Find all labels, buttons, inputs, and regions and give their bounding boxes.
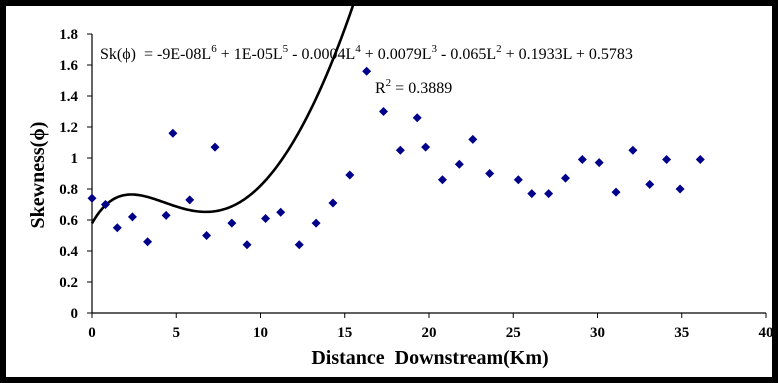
- data-point: [87, 193, 97, 203]
- data-point: [577, 155, 587, 165]
- eq-exp5: 2: [496, 43, 502, 55]
- data-point: [362, 66, 372, 76]
- data-point: [328, 198, 338, 208]
- eq-t4: + 0.0079L: [361, 46, 432, 63]
- x-tick-label: 5: [173, 325, 181, 341]
- y-tick-label: 1.4: [59, 89, 78, 105]
- x-tick-label: 25: [506, 325, 521, 341]
- data-point: [662, 155, 672, 165]
- y-tick-label: 1: [71, 151, 79, 167]
- y-tick-label: 0.4: [59, 244, 78, 260]
- x-tick-label: 35: [674, 325, 689, 341]
- data-point: [127, 212, 137, 222]
- data-point: [594, 158, 604, 168]
- r2-exp: 2: [386, 77, 392, 89]
- trendline-equation: Sk(ϕ) = -9E-08L6 + 1E-05L5 - 0.0004L4 + …: [100, 43, 633, 63]
- data-point: [437, 175, 447, 185]
- x-tick-label: 40: [759, 325, 774, 341]
- y-tick-label: 1.8: [59, 27, 78, 43]
- eq-t2: + 1E-05L: [217, 46, 283, 63]
- data-point: [544, 189, 554, 199]
- x-tick-label: 20: [422, 325, 437, 341]
- data-point: [611, 187, 621, 197]
- x-axis-title: Distance Downstream(Km): [311, 347, 548, 369]
- eq-t3: - 0.0004L: [288, 46, 355, 63]
- data-points: [87, 66, 705, 250]
- x-tick-label: 15: [337, 325, 352, 341]
- y-tick-label: 1.2: [59, 120, 78, 136]
- data-point: [168, 128, 178, 138]
- data-point: [379, 107, 389, 116]
- data-point: [412, 113, 422, 123]
- eq-exp3: 4: [355, 43, 361, 55]
- y-tick-label: 0.2: [59, 275, 78, 291]
- data-point: [454, 159, 464, 169]
- x-tick-label: 0: [88, 325, 96, 341]
- data-point: [485, 169, 495, 178]
- data-point: [185, 195, 195, 205]
- trendline: [90, 0, 357, 225]
- x-tick-label: 10: [253, 325, 268, 341]
- y-axis-title: Skewness(ϕ): [27, 122, 49, 229]
- data-point: [527, 189, 537, 199]
- data-point: [645, 179, 655, 189]
- data-point: [202, 231, 212, 240]
- data-point: [276, 207, 286, 217]
- plot-area: [92, 34, 766, 313]
- data-point: [242, 240, 252, 250]
- data-point: [261, 213, 271, 223]
- y-tick-label: 0: [71, 306, 79, 322]
- eq-t6: + 0.1933L + 0.5783: [502, 46, 633, 63]
- data-point: [628, 145, 638, 155]
- axes: [87, 33, 767, 318]
- data-point: [675, 184, 685, 194]
- data-point: [311, 218, 321, 228]
- x-tick-label: 30: [590, 325, 605, 341]
- eq-exp1: 6: [211, 43, 217, 55]
- y-tick-label: 0.6: [59, 213, 78, 229]
- tick-labels: 00.20.40.60.811.21.41.61.80 5 10 15 20 25 30 35…: [59, 27, 773, 341]
- data-point: [421, 142, 431, 152]
- data-point: [513, 175, 523, 185]
- r2-value: = 0.3889: [391, 80, 452, 97]
- data-point: [112, 223, 122, 233]
- data-point: [695, 155, 705, 165]
- eq-prefix: Sk(ϕ) = -9E-08L: [100, 46, 211, 63]
- data-point: [560, 173, 570, 183]
- eq-t5: - 0.065L: [437, 46, 496, 63]
- data-point: [227, 218, 237, 228]
- data-point: [210, 142, 220, 152]
- data-point: [395, 145, 405, 155]
- data-point: [100, 200, 110, 209]
- r2-label: R: [375, 80, 386, 97]
- eq-exp4: 3: [432, 43, 438, 55]
- y-tick-label: 0.8: [59, 182, 78, 198]
- data-point: [468, 134, 478, 144]
- data-point: [143, 237, 153, 247]
- data-point: [161, 210, 171, 220]
- r-squared-label: R2 = 0.3889: [375, 77, 452, 97]
- data-point: [294, 240, 304, 250]
- eq-exp2: 5: [283, 43, 289, 55]
- y-tick-label: 1.6: [59, 58, 78, 74]
- data-point: [345, 170, 355, 180]
